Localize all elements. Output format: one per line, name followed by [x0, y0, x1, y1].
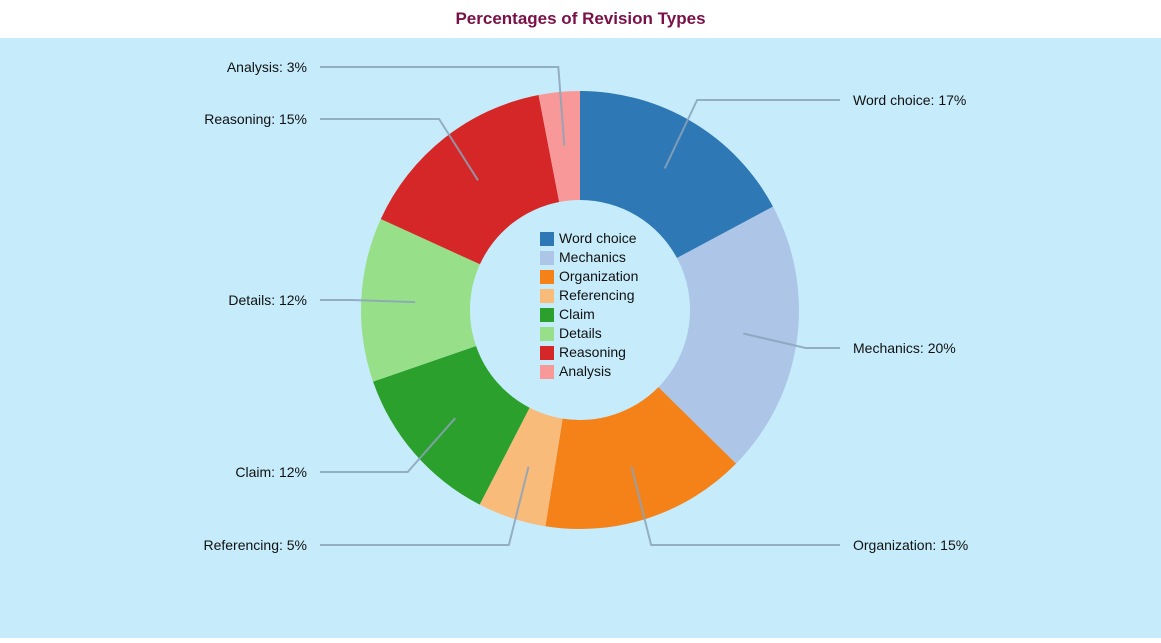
legend-label-details: Details — [559, 325, 602, 341]
leader-line-referencing — [320, 466, 530, 546]
slice-referencing — [479, 407, 563, 527]
slice-label-reasoning: Reasoning: 15% — [204, 111, 307, 127]
leader-line-details — [320, 299, 416, 304]
legend-label-referencing: Referencing — [559, 287, 635, 303]
slice-word-choice — [580, 91, 774, 259]
legend-label-mechanics: Mechanics — [559, 249, 626, 265]
plot-area: Word choice: 17% Mechanics: 20% Organizati… — [0, 38, 1161, 638]
legend-swatch-referencing — [540, 289, 554, 303]
legend-swatch-reasoning — [540, 346, 554, 360]
leader-lines-group — [320, 66, 840, 546]
slice-labels-group: Word choice: 17% Mechanics: 20% Organizati… — [203, 59, 968, 553]
legend-swatch-word-choice — [540, 232, 554, 246]
slice-label-referencing: Referencing: 5% — [203, 537, 307, 553]
legend-swatch-claim — [540, 308, 554, 322]
leader-line-word-choice — [663, 99, 840, 169]
chart-title: Percentages of Revision Types — [455, 9, 706, 28]
legend-label-word-choice: Word choice — [559, 230, 637, 246]
slice-mechanics — [658, 206, 799, 464]
donut-chart: Word choice: 17% Mechanics: 20% Organizati… — [0, 38, 1161, 638]
leader-line-analysis — [320, 66, 566, 146]
slice-reasoning — [380, 94, 560, 265]
slice-organization — [545, 387, 737, 529]
legend-label-organization: Organization — [559, 268, 638, 284]
slice-label-organization: Organization: 15% — [853, 537, 968, 553]
legend-label-analysis: Analysis — [559, 363, 611, 379]
legend-swatch-organization — [540, 270, 554, 284]
slice-details — [360, 219, 480, 382]
leader-line-organization — [630, 466, 840, 546]
legend-swatch-details — [540, 327, 554, 341]
slice-label-claim: Claim: 12% — [235, 464, 307, 480]
legend: Word choice Mechanics Organization Referenc… — [540, 230, 638, 379]
slice-label-word-choice: Word choice: 17% — [853, 92, 966, 108]
slices-group — [360, 91, 799, 529]
slice-label-details: Details: 12% — [228, 292, 307, 308]
slice-analysis — [538, 91, 580, 202]
leader-line-claim — [320, 417, 457, 473]
legend-label-claim: Claim — [559, 306, 595, 322]
legend-label-reasoning: Reasoning — [559, 344, 626, 360]
slice-label-analysis: Analysis: 3% — [227, 59, 307, 75]
legend-swatch-mechanics — [540, 251, 554, 265]
leader-line-reasoning — [320, 118, 479, 181]
slice-label-mechanics: Mechanics: 20% — [853, 340, 956, 356]
slice-claim — [373, 345, 530, 505]
leader-line-mechanics — [743, 332, 840, 349]
legend-swatch-analysis — [540, 365, 554, 379]
